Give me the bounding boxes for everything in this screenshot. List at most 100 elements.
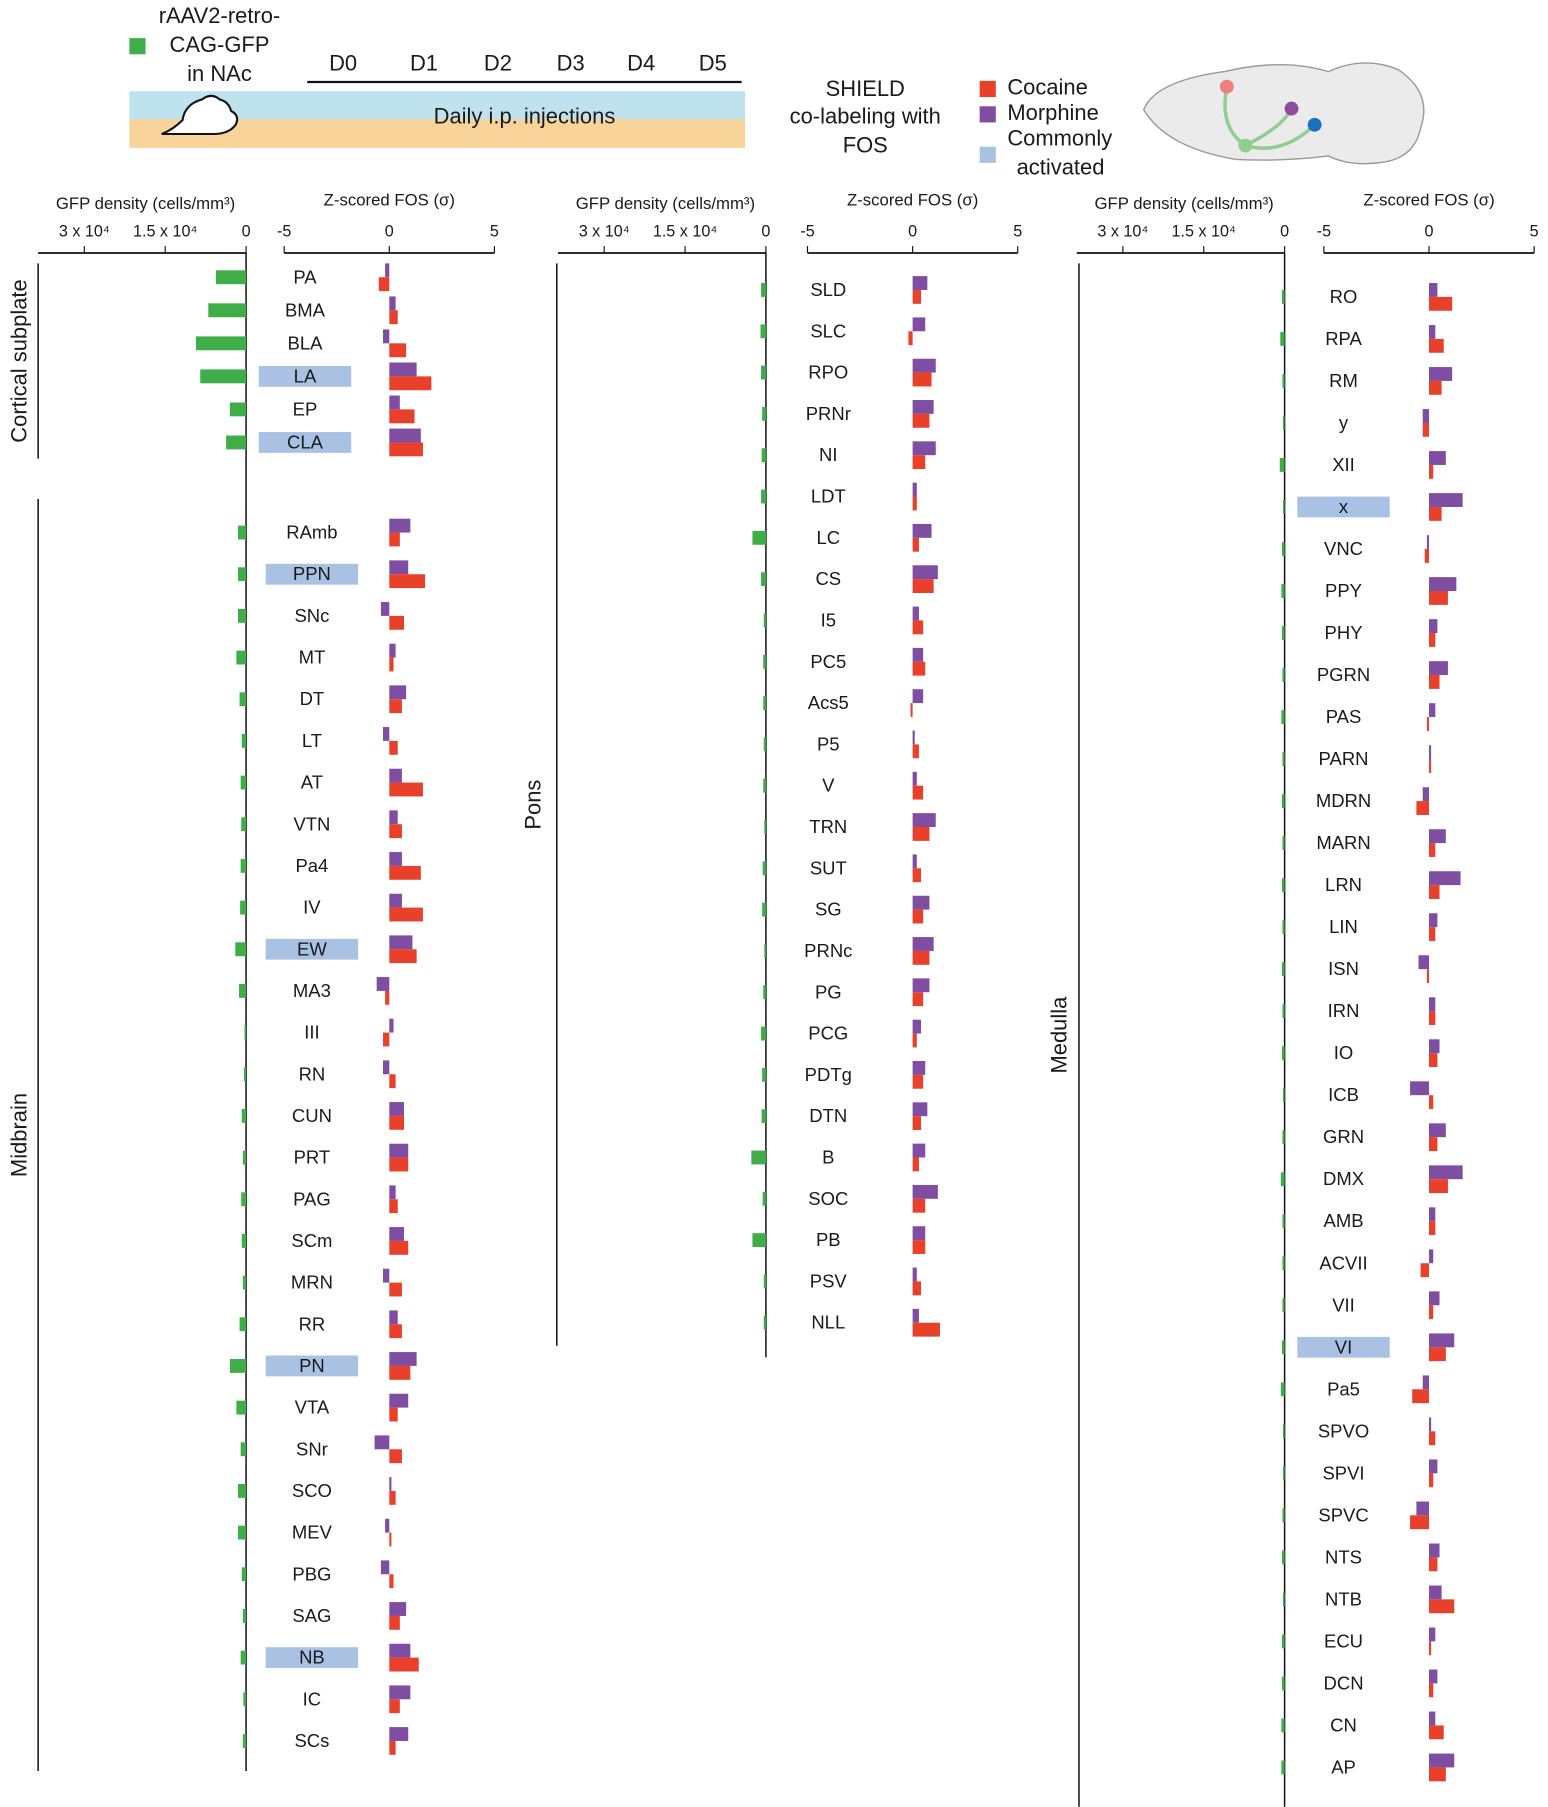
cocaine-bar [389, 1533, 391, 1547]
cocaine-bar [1429, 1683, 1433, 1697]
morphine-bar [1410, 1081, 1429, 1095]
region-label: LT [302, 730, 322, 751]
gfp-bar [1281, 1382, 1285, 1396]
cocaine-bar [389, 824, 402, 838]
gfp-bar [243, 1734, 246, 1748]
region-label: B [822, 1147, 834, 1168]
gfp-axis-title: GFP density (cells/mm³) [1094, 194, 1273, 213]
morphine-bar [1429, 1039, 1440, 1053]
cocaine-bar [389, 1658, 418, 1672]
morphine-bar [913, 607, 919, 621]
morphine-bar [381, 602, 389, 616]
region-label: LIN [1329, 916, 1358, 937]
morphine-bar [389, 1477, 391, 1491]
legend-label: Morphine [1007, 100, 1098, 125]
cocaine-bar [1429, 1053, 1437, 1067]
cocaine-bar [913, 1116, 921, 1130]
gfp-bar [1283, 1592, 1285, 1606]
legend-swatch [980, 106, 996, 122]
gfp-tick-label: 1.5 x 10⁴ [653, 222, 717, 240]
cocaine-bar [1429, 465, 1433, 479]
morphine-bar [1418, 955, 1429, 969]
gfp-bar [761, 366, 766, 380]
region-label: PAS [1326, 706, 1362, 727]
gfp-axis-title: GFP density (cells/mm³) [576, 194, 755, 213]
gfp-bar [236, 651, 246, 665]
gfp-bar [243, 1609, 246, 1623]
gfp-tick-label: 1.5 x 10⁴ [1172, 222, 1236, 240]
region-label: NLL [811, 1312, 845, 1333]
region-label: VTA [295, 1397, 330, 1418]
cocaine-bar [913, 868, 921, 882]
cocaine-bar [1429, 1179, 1448, 1193]
morphine-bar [1429, 913, 1437, 927]
cocaine-bar [1416, 801, 1429, 815]
legend-swatch [980, 81, 996, 97]
gfp-bar [1282, 1508, 1284, 1522]
morphine-bar [389, 1102, 404, 1116]
gfp-bar [752, 1233, 765, 1247]
morphine-bar [1427, 535, 1429, 549]
morphine-bar [1429, 829, 1446, 843]
fos-tick-label: -5 [800, 222, 814, 240]
morphine-bar [1429, 745, 1431, 759]
cocaine-bar [913, 373, 932, 387]
group-label: Medulla [1046, 996, 1071, 1074]
cocaine-bar [389, 409, 414, 423]
cocaine-bar [389, 376, 431, 390]
gfp-bar [1282, 836, 1284, 850]
region-label: RPA [1325, 328, 1362, 349]
gfp-bar [1282, 1340, 1285, 1354]
gfp-bar [1283, 500, 1285, 514]
gfp-bar [1282, 626, 1285, 640]
gfp-bar [230, 402, 246, 416]
region-label: P5 [817, 733, 840, 754]
figure: rAAV2-retro- CAG-GFP in NAc Daily i.p. i… [0, 0, 1548, 1807]
fos-tick-label: 5 [1013, 222, 1022, 240]
region-label: NI [819, 444, 837, 465]
cocaine-bar [385, 991, 389, 1005]
gfp-bar [1282, 374, 1284, 388]
morphine-bar [1429, 493, 1463, 507]
region-label: EP [293, 398, 318, 419]
method-text: FOS [843, 133, 888, 158]
cocaine-bar [1429, 885, 1440, 899]
morphine-bar [1429, 1207, 1435, 1221]
cocaine-bar [913, 620, 924, 634]
morphine-bar [389, 296, 395, 310]
gfp-bar [243, 1692, 246, 1706]
gfp-bar [1282, 794, 1285, 808]
gfp-bar [243, 1276, 246, 1290]
gfp-bar [1282, 1130, 1284, 1144]
method-text: co-labeling with [790, 104, 941, 129]
cocaine-bar [389, 533, 400, 547]
region-label: III [304, 1022, 319, 1043]
cocaine-bar [913, 1323, 940, 1337]
region-label: CN [1330, 1714, 1357, 1735]
fos-tick-label: 5 [490, 222, 499, 240]
region-label: RR [299, 1313, 326, 1334]
region-label: ICB [1328, 1084, 1359, 1105]
virus-text: CAG-GFP [170, 32, 270, 57]
region-label: PA [293, 266, 317, 287]
legend-swatch [129, 38, 145, 54]
cocaine-bar [1410, 1515, 1429, 1529]
gfp-bar [1282, 1046, 1285, 1060]
morphine-bar [389, 429, 421, 443]
region-label: AP [1331, 1756, 1356, 1777]
morphine-bar [913, 276, 928, 290]
gfp-bar [764, 820, 766, 834]
region-label: RAmb [286, 522, 337, 543]
morphine-bar [1423, 787, 1429, 801]
cocaine-bar [1429, 1557, 1437, 1571]
region-label: SG [815, 899, 842, 920]
region-label: Pa5 [1327, 1378, 1360, 1399]
gfp-bar [1282, 962, 1285, 976]
gfp-bar [1283, 1466, 1285, 1480]
morphine-bar [389, 1644, 410, 1658]
region-label: TRN [809, 816, 847, 837]
group-label: Cortical subplate [7, 279, 32, 442]
cocaine-bar [1429, 591, 1448, 605]
gfp-bar [761, 572, 766, 586]
group-label: Pons [521, 780, 546, 830]
